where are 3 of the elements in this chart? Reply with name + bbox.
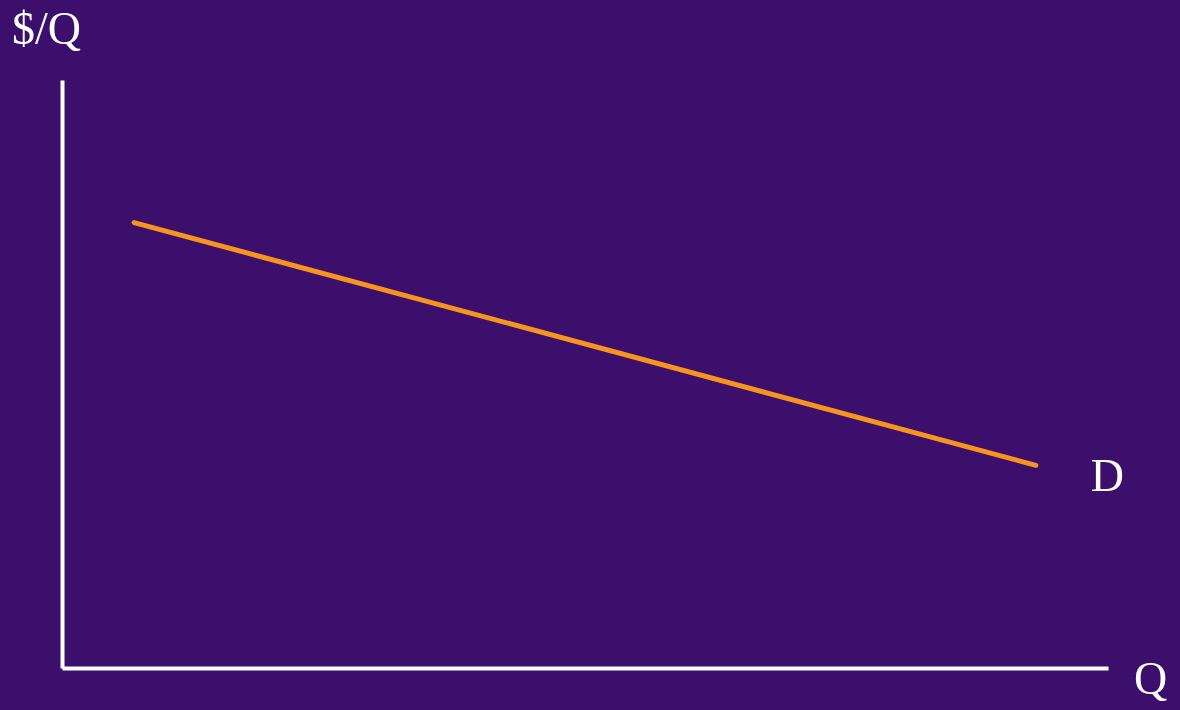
x-axis-title: Q bbox=[1134, 653, 1168, 704]
y-axis-title: $/Q bbox=[12, 3, 81, 54]
series-label: D bbox=[1090, 450, 1125, 502]
